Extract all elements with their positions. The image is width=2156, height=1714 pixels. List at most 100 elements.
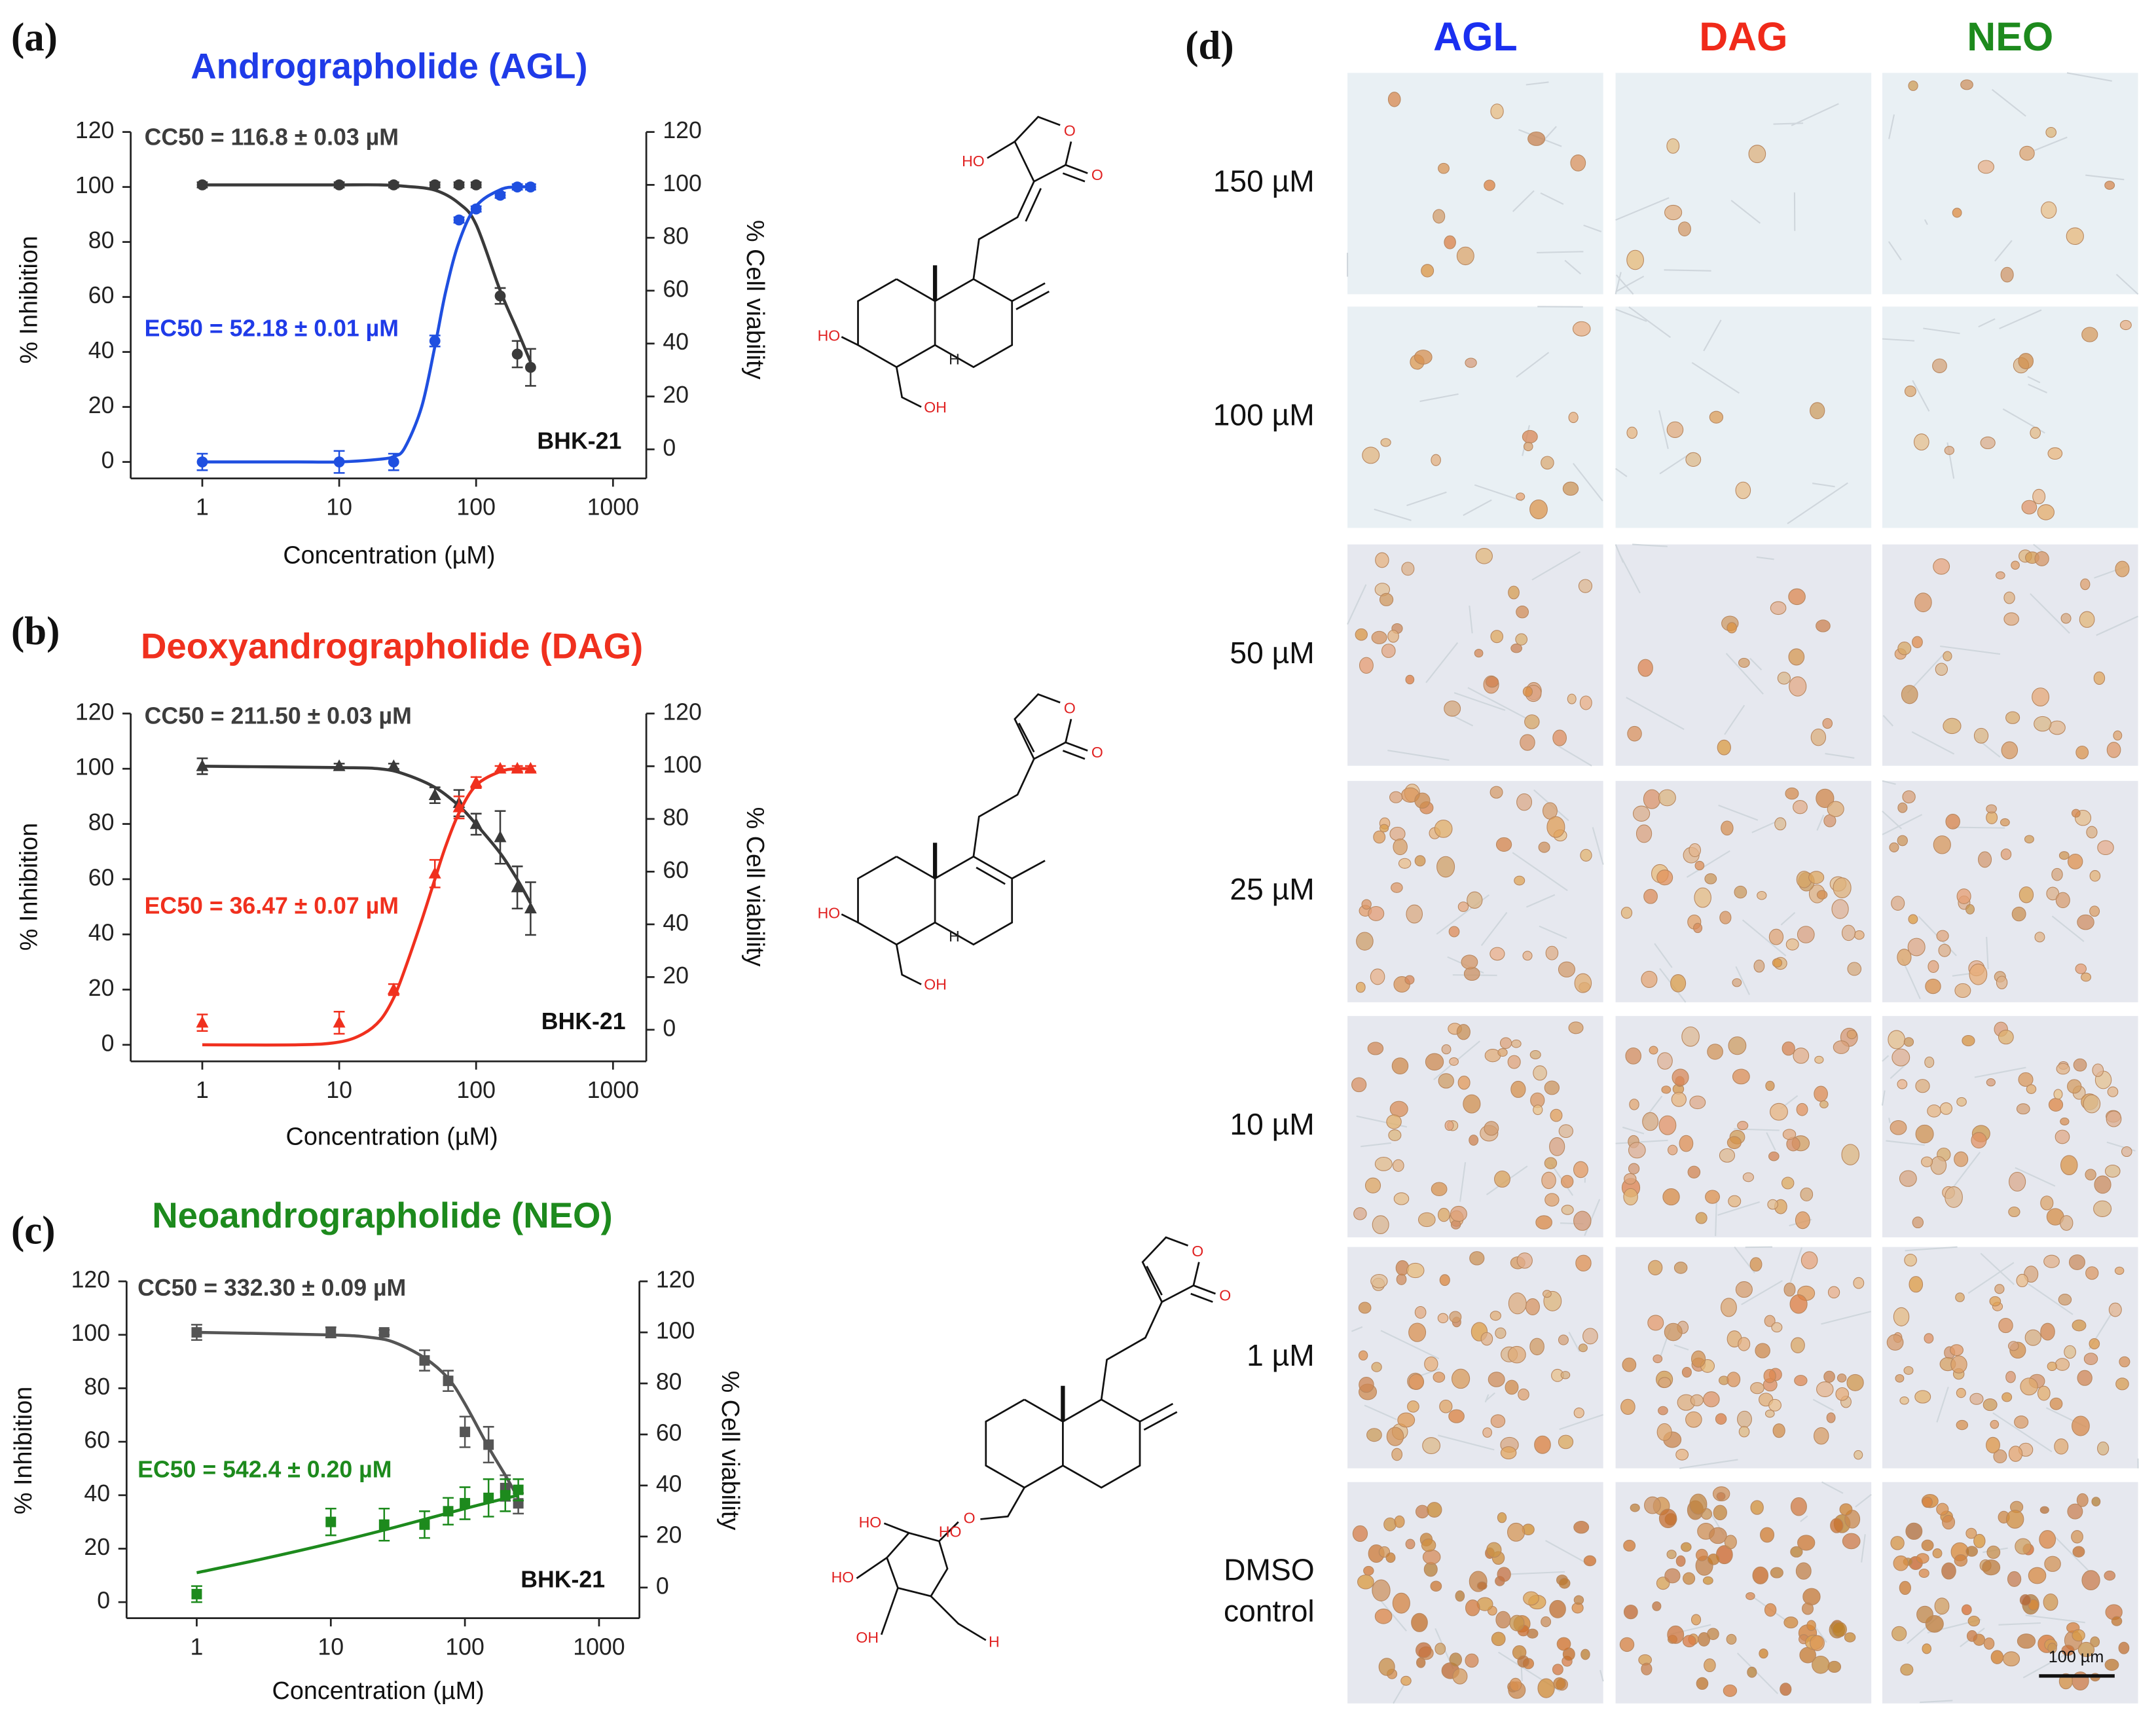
cell bbox=[1449, 1057, 1459, 1066]
cell bbox=[2021, 500, 2037, 515]
cell bbox=[1523, 441, 1533, 452]
cell bbox=[1406, 904, 1423, 924]
cell bbox=[2055, 1129, 2070, 1144]
cell bbox=[1853, 1277, 1865, 1289]
cell bbox=[1523, 1591, 1539, 1606]
cell bbox=[1535, 1215, 1552, 1230]
cell bbox=[2085, 1169, 2096, 1180]
cell bbox=[1752, 1566, 1769, 1584]
annotation: BHK-21 bbox=[541, 1008, 626, 1034]
row-label: control bbox=[1224, 1594, 1315, 1628]
cell bbox=[2080, 578, 2091, 591]
fiber bbox=[1812, 483, 1835, 488]
cell bbox=[1707, 1044, 1723, 1060]
cell bbox=[1793, 1048, 1810, 1064]
column-header: NEO bbox=[1967, 14, 2053, 59]
cell bbox=[1890, 1536, 1905, 1550]
cell bbox=[1795, 1211, 1810, 1230]
data-point bbox=[453, 179, 465, 191]
fiber bbox=[2027, 376, 2041, 384]
cell bbox=[1683, 1572, 1696, 1585]
cell bbox=[1831, 899, 1849, 919]
cell bbox=[1546, 816, 1565, 838]
cell bbox=[1415, 1504, 1429, 1519]
fiber bbox=[2054, 1536, 2090, 1572]
cell bbox=[1391, 1057, 1409, 1074]
cell bbox=[1772, 958, 1783, 968]
cell bbox=[1954, 1554, 1968, 1567]
fiber bbox=[1888, 1118, 1891, 1123]
fiber bbox=[1510, 1571, 1565, 1575]
x-tick-label: 1 bbox=[196, 494, 209, 520]
cell bbox=[2037, 1385, 2051, 1401]
atom-label: HO bbox=[859, 1514, 882, 1531]
fiber bbox=[1474, 484, 1523, 501]
cell bbox=[1658, 1406, 1668, 1415]
cell bbox=[2048, 1098, 2064, 1112]
cell bbox=[1973, 727, 1989, 744]
cell bbox=[1780, 1683, 1792, 1696]
cell bbox=[1441, 1044, 1452, 1055]
cell bbox=[1544, 1080, 1560, 1095]
cell bbox=[1363, 1565, 1374, 1576]
cell bbox=[2071, 809, 2081, 818]
cell bbox=[1965, 1546, 1978, 1557]
column-header: AGL bbox=[1433, 14, 1518, 59]
panel-label: (d) bbox=[1185, 24, 1233, 68]
fiber bbox=[1825, 753, 1855, 759]
fiber bbox=[1450, 714, 1474, 727]
data-point bbox=[483, 1492, 494, 1503]
fiber bbox=[1888, 241, 1902, 261]
cell bbox=[1666, 421, 1684, 438]
cell bbox=[1797, 926, 1815, 943]
cell bbox=[1522, 429, 1538, 444]
cell bbox=[1886, 1334, 1904, 1351]
cell bbox=[1913, 433, 1929, 451]
cell bbox=[1698, 1632, 1711, 1647]
cell bbox=[1461, 955, 1478, 970]
cell bbox=[1475, 548, 1493, 564]
cell bbox=[1846, 1029, 1857, 1040]
fiber bbox=[1406, 491, 1447, 507]
data-point bbox=[511, 348, 523, 360]
cell bbox=[1514, 875, 1526, 886]
cell bbox=[1907, 938, 1926, 957]
cell bbox=[1893, 1555, 1909, 1571]
cell bbox=[1759, 1649, 1768, 1659]
y2-tick-label: 80 bbox=[663, 223, 689, 249]
cell bbox=[2081, 972, 2092, 982]
fiber bbox=[1463, 499, 1492, 517]
cell bbox=[2003, 612, 2019, 626]
cell bbox=[1930, 1156, 1947, 1175]
micrograph bbox=[1881, 1015, 2138, 1237]
fiber bbox=[1540, 192, 1564, 205]
y2-tick-label: 60 bbox=[663, 276, 689, 302]
cell bbox=[1643, 789, 1661, 809]
x-tick-label: 1 bbox=[196, 1077, 209, 1103]
cell bbox=[1573, 1595, 1584, 1605]
data-point bbox=[494, 189, 506, 201]
cell bbox=[2081, 1570, 2100, 1590]
cell bbox=[2104, 181, 2115, 190]
cell bbox=[2089, 1338, 2100, 1350]
cell bbox=[1414, 1305, 1427, 1319]
cell bbox=[1529, 1338, 1544, 1356]
cell bbox=[2086, 826, 2098, 839]
cell bbox=[1359, 1376, 1374, 1393]
fiber bbox=[2096, 615, 2138, 636]
cell bbox=[1748, 145, 1766, 164]
cell bbox=[1656, 1423, 1672, 1441]
cell bbox=[1912, 636, 1923, 649]
y2-tick-label: 60 bbox=[663, 857, 689, 883]
cell bbox=[1795, 1562, 1812, 1580]
cell bbox=[1891, 896, 1905, 911]
cell bbox=[1628, 1142, 1646, 1159]
cell bbox=[1765, 1080, 1775, 1091]
cell bbox=[1392, 1159, 1404, 1172]
cell bbox=[2067, 853, 2083, 869]
cell bbox=[1986, 1078, 1996, 1087]
chart-title: Deoxyandrographolide (DAG) bbox=[141, 627, 643, 666]
cell bbox=[1580, 848, 1592, 862]
cell bbox=[1728, 1195, 1742, 1207]
y-tick-label: 80 bbox=[88, 227, 115, 253]
